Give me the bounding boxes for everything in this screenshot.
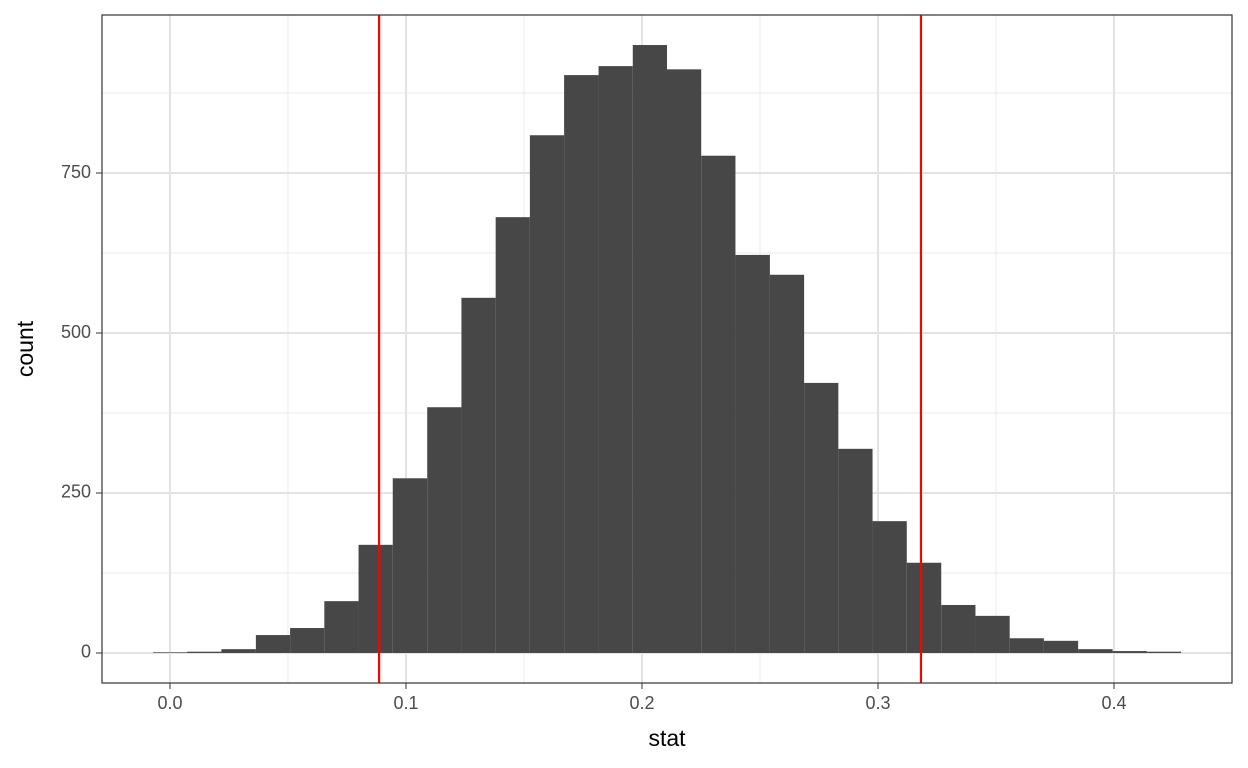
bar xyxy=(1112,651,1147,653)
x-tick-label: 0.0 xyxy=(157,693,182,713)
bar xyxy=(632,45,667,653)
x-tick-label: 0.3 xyxy=(865,693,890,713)
bar xyxy=(598,66,633,653)
x-tick-label: 0.4 xyxy=(1101,693,1126,713)
y-tick-label: 250 xyxy=(61,482,91,502)
bar xyxy=(290,628,325,653)
bar xyxy=(941,604,976,653)
bar xyxy=(461,297,496,653)
panel-border xyxy=(101,14,1233,684)
bar xyxy=(769,274,805,653)
y-tick-label: 0 xyxy=(81,642,91,662)
bar xyxy=(975,615,1010,653)
bar xyxy=(735,254,770,653)
bar xyxy=(529,135,565,653)
bar xyxy=(906,562,942,653)
bar xyxy=(358,544,393,653)
bar xyxy=(564,75,599,653)
bar xyxy=(324,601,359,653)
bar xyxy=(804,382,839,653)
y-tick-label: 500 xyxy=(61,322,91,342)
bar xyxy=(221,649,256,653)
bar xyxy=(838,448,873,653)
bar xyxy=(152,652,188,653)
bar xyxy=(1146,651,1182,653)
x-axis-title: stat xyxy=(648,725,686,751)
bar xyxy=(701,155,736,653)
x-tick-label: 0.2 xyxy=(629,693,654,713)
bar xyxy=(427,407,462,653)
x-tick-label: 0.1 xyxy=(393,693,418,713)
bar xyxy=(1009,638,1044,653)
bar xyxy=(872,521,907,653)
bar xyxy=(1043,640,1079,653)
bar xyxy=(392,478,428,653)
bar xyxy=(495,217,530,653)
y-tick-label: 750 xyxy=(61,162,91,182)
bar xyxy=(667,69,702,653)
bar xyxy=(187,651,222,653)
y-axis-title: count xyxy=(12,320,38,377)
bar xyxy=(1078,649,1113,653)
bar xyxy=(255,635,291,653)
